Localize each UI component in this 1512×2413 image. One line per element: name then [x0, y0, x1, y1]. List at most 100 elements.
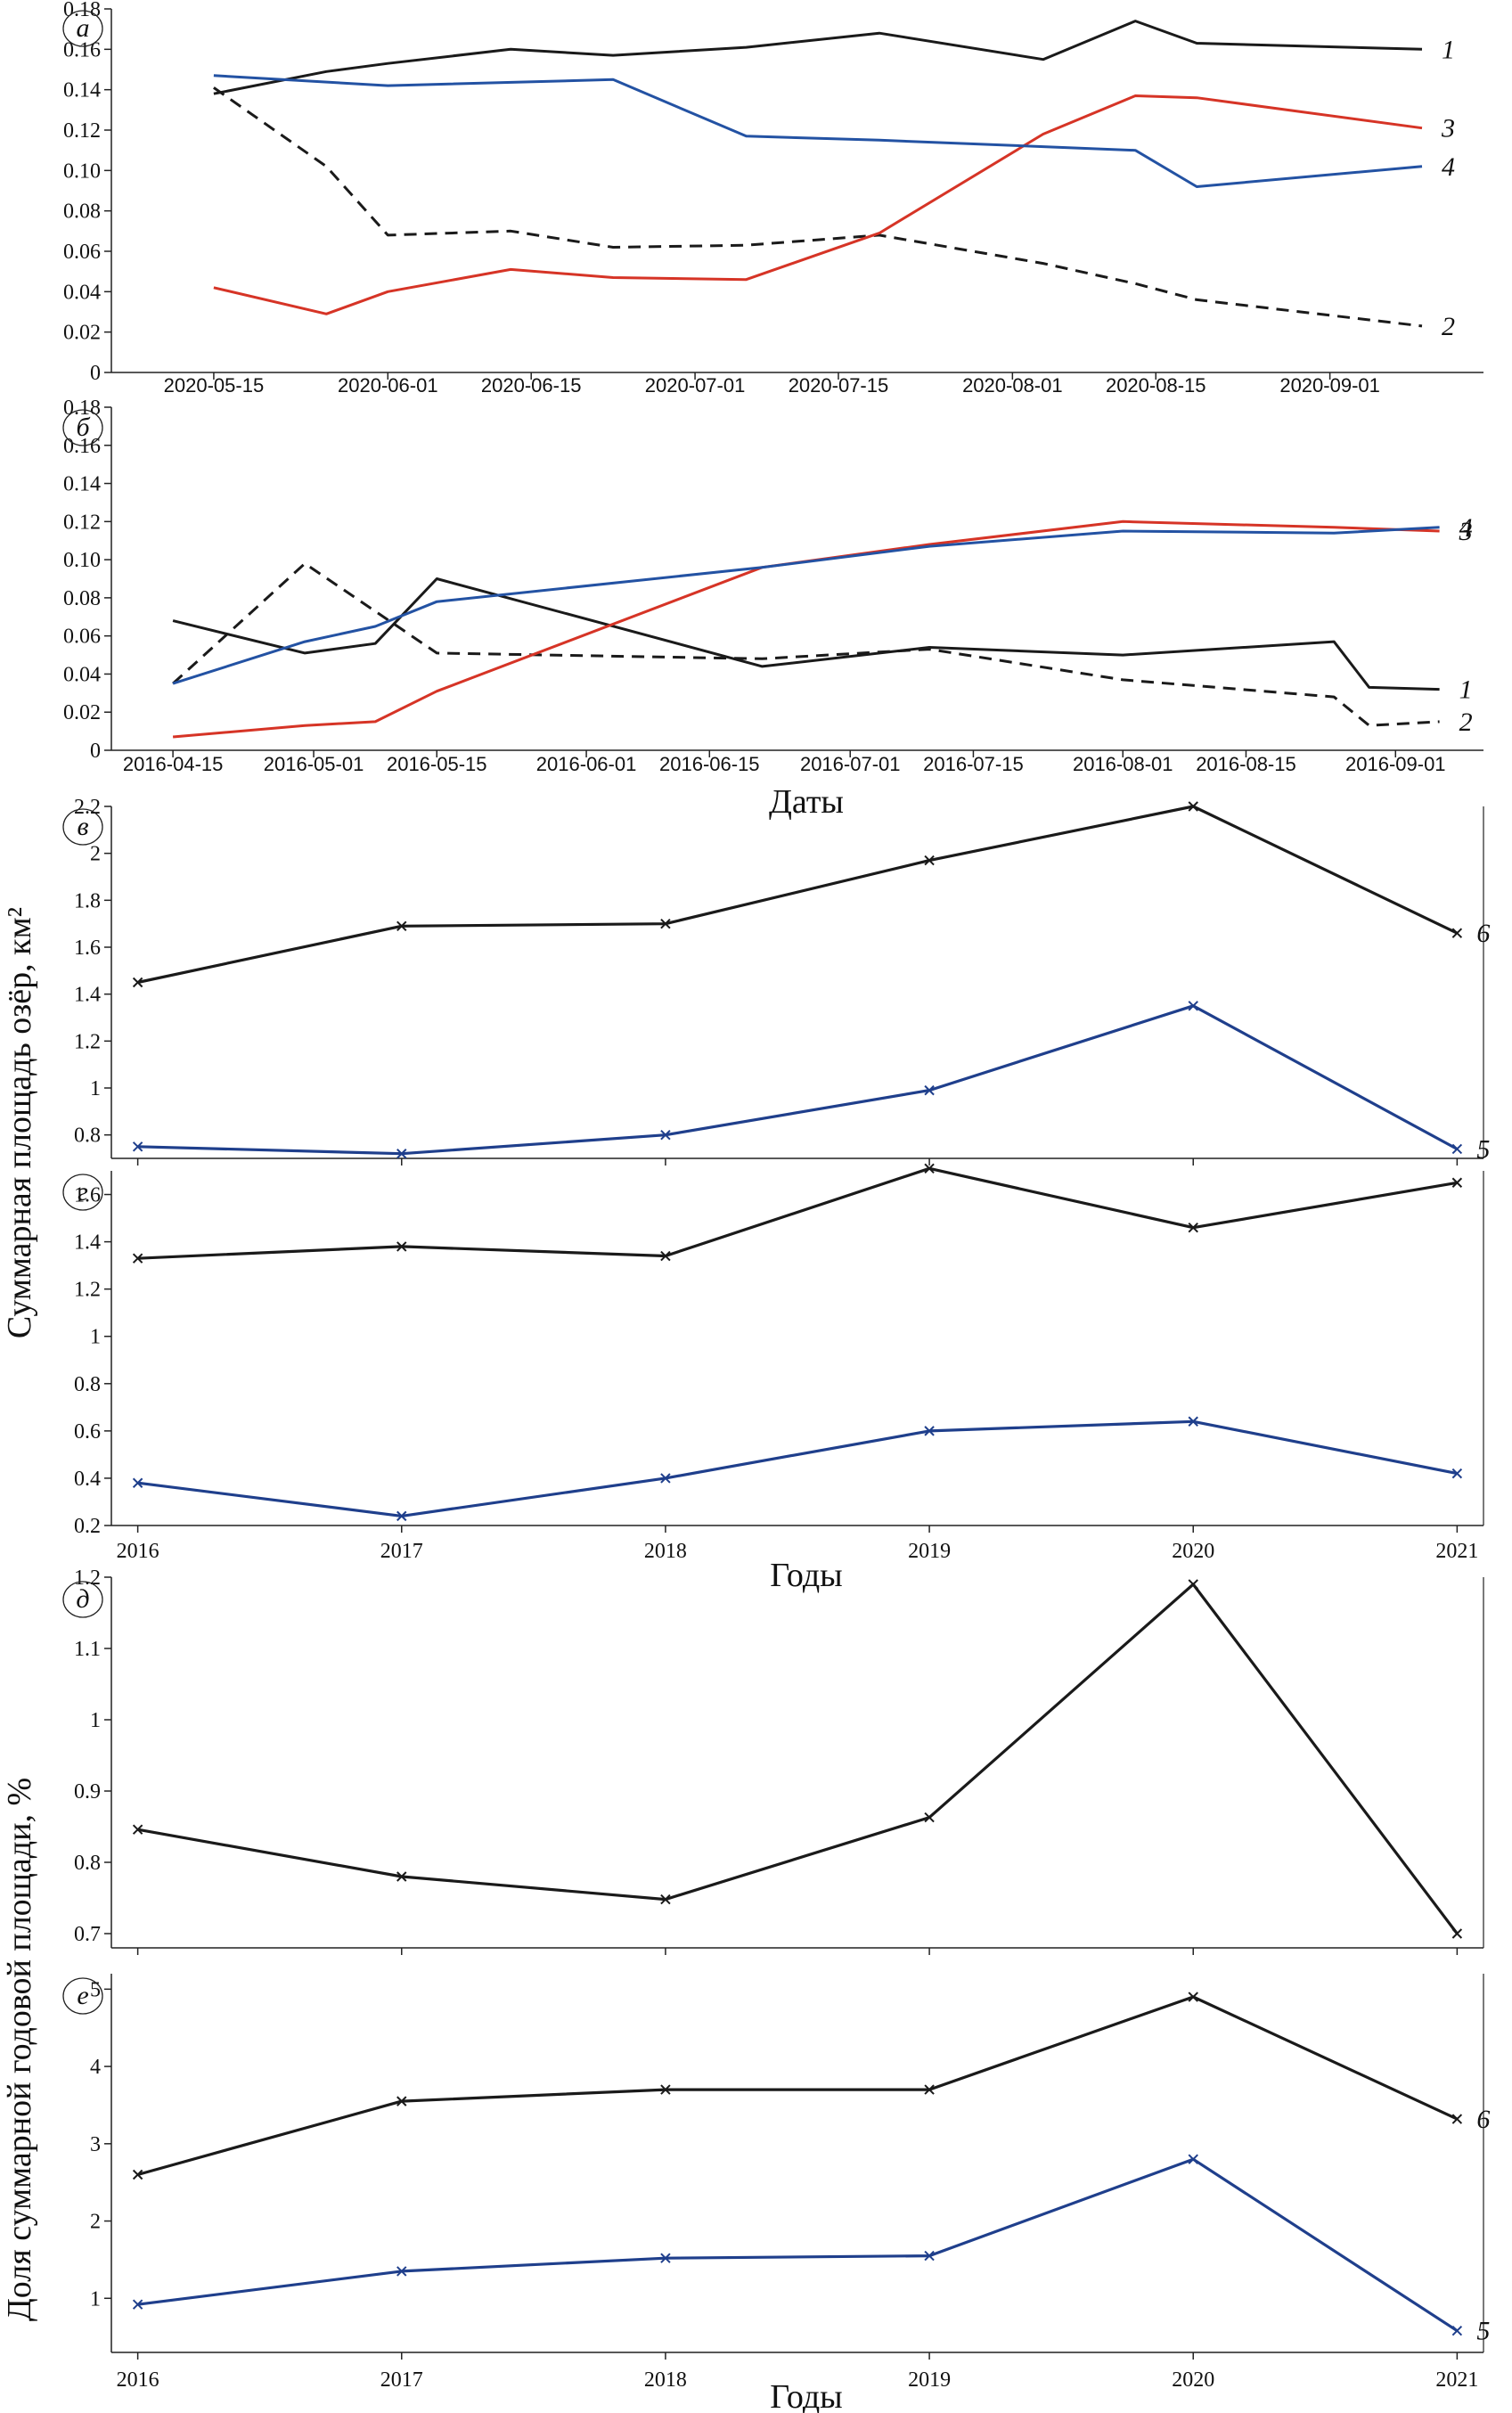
y-tick-label: 0.8 — [74, 1852, 101, 1875]
data-point-marker — [396, 1241, 407, 1252]
panel-letter-circle — [62, 1174, 103, 1211]
chart-panel-v: 0.8 1 1.2 1.4 1.6 1.8 2 2.2в 6 5 — [62, 796, 1490, 1166]
data-point-marker — [132, 2169, 143, 2180]
data-point-marker — [1188, 1992, 1198, 2002]
y-tick-label: 0.8 — [74, 1373, 101, 1396]
y-tick-label: 1.4 — [74, 1231, 101, 1255]
y-tick-label: 2.2 — [74, 796, 101, 819]
y-tick-label: 1 — [90, 1709, 101, 1732]
series-line-s0 — [137, 1583, 1459, 1934]
x-tick-label: 2018 — [644, 2368, 687, 2392]
x-tick-label: 2016-05-15 — [387, 753, 487, 775]
series-line-4 — [213, 74, 1423, 188]
series-line-2 — [172, 561, 1440, 727]
data-point-marker — [396, 2096, 407, 2106]
y-tick-label: 0.10 — [63, 549, 101, 572]
data-point-marker — [1451, 928, 1463, 938]
series-number-label: 1 — [1459, 675, 1473, 705]
data-point-marker — [1451, 2114, 1463, 2124]
data-point-marker — [660, 2084, 671, 2095]
data-point-marker — [660, 918, 671, 929]
data-point-marker — [924, 1426, 935, 1436]
series-number-label: 6 — [1476, 919, 1490, 948]
data-point-marker — [1188, 1222, 1198, 1233]
panel-letter-circle — [62, 409, 103, 446]
data-point-marker — [132, 1141, 143, 1152]
data-point-marker — [660, 1473, 671, 1484]
series-line-s0 — [137, 1166, 1458, 1260]
y-tick-label: 0.7 — [74, 1923, 101, 1946]
y-tick-label: 2 — [90, 843, 101, 866]
x-tick-label: 2021 — [1435, 2368, 1478, 2392]
x-tick-label: 2016-07-01 — [800, 753, 901, 775]
x-tick-label: 2017 — [380, 1540, 423, 1563]
data-point-marker — [396, 920, 407, 932]
y-tick-label: 0.06 — [63, 626, 101, 649]
x-tick-label: 2021 — [1435, 1540, 1478, 1563]
data-point-marker — [132, 1824, 143, 1835]
y-tick-label: 0.02 — [63, 322, 101, 345]
series-number-label: 4 — [1459, 513, 1473, 543]
data-point-marker — [396, 1510, 407, 1522]
x-tick-label: 2020-09-01 — [1279, 374, 1380, 397]
x-tick-label: 2018 — [644, 1540, 687, 1563]
y-tick-label: 0.06 — [63, 241, 101, 264]
series-line-2 — [213, 86, 1423, 328]
series-number-label: 3 — [1459, 517, 1473, 546]
y-tick-label: 0 — [90, 362, 101, 385]
x-tick-label: 2016-07-15 — [923, 753, 1024, 775]
y-tick-label: 1.8 — [74, 889, 101, 912]
y-tick-label: 0.2 — [74, 1515, 101, 1538]
x-tick-label: 2020-08-01 — [962, 374, 1063, 397]
data-point-marker — [660, 1129, 671, 1141]
y-tick-label: 4 — [90, 2056, 101, 2079]
chart-panel-g: 0.2 0.4 0.6 0.8 1 1.2 1.4 1.6 2016 2017 2018 2019 20… — [62, 1163, 1484, 1563]
data-point-marker — [1188, 1579, 1198, 1590]
panel-letter-circle — [62, 1581, 103, 1618]
y-tick-label: 1.2 — [74, 1279, 101, 1302]
x-tick-label: 2016 — [117, 2368, 159, 2392]
x-tick-label: 2020-05-15 — [164, 374, 265, 397]
y-tick-label: 0.04 — [63, 663, 101, 686]
data-point-marker — [1451, 1468, 1463, 1479]
x-tick-label: 2020 — [1172, 1540, 1214, 1563]
xlabel-years-mid: Годы — [770, 1557, 842, 1594]
series-line-5 — [137, 2157, 1459, 2333]
series-line-6 — [137, 1995, 1459, 2177]
series-number-label: 5 — [1476, 1134, 1490, 1164]
data-point-marker — [924, 1163, 935, 1174]
y-tick-label: 1.1 — [74, 1638, 101, 1661]
chart-panel-a: 00.020.040.060.080.100.120.140.160.18202… — [62, 0, 1483, 397]
panel-letter: в — [77, 812, 88, 841]
y-tick-label: 0 — [90, 740, 101, 763]
data-point-marker — [924, 2250, 935, 2262]
data-point-marker — [396, 1871, 407, 1882]
panel-letter: е — [77, 1981, 88, 2010]
series-line-5 — [137, 1004, 1459, 1156]
chart-panel-b: 0 0.02 0.04 0.06 0.08 0.10 0.12 0.14 0.16 0.18 201… — [62, 397, 1483, 775]
series-line-6 — [137, 805, 1459, 985]
y-tick-label: 0.9 — [74, 1780, 101, 1804]
data-point-marker — [132, 977, 143, 988]
y-tick-label: 2 — [90, 2211, 101, 2234]
y-tick-label: 0.08 — [63, 200, 101, 224]
y-tick-label: 0.08 — [63, 587, 101, 610]
y-tick-label: 1.6 — [74, 937, 101, 960]
panel-letter: а — [77, 13, 90, 43]
y-tick-label: 1 — [90, 1326, 101, 1349]
series-number-label: 1 — [1442, 35, 1455, 64]
y-tick-label: 1 — [90, 2287, 101, 2311]
x-tick-label: 2020-06-15 — [481, 374, 582, 397]
panel-letter: б — [76, 413, 90, 442]
x-tick-label: 2020-07-01 — [645, 374, 746, 397]
x-tick-label: 2019 — [908, 1540, 951, 1563]
series-number-label: 5 — [1476, 2317, 1490, 2346]
data-point-marker — [396, 1149, 407, 1159]
data-point-marker — [924, 1084, 935, 1096]
xlabel-dates: Даты — [769, 783, 844, 821]
xlabel-years-bottom: Годы — [770, 2378, 842, 2413]
x-tick-label: 2020-08-15 — [1106, 374, 1206, 397]
y-tick-label: 1.4 — [74, 984, 101, 1007]
